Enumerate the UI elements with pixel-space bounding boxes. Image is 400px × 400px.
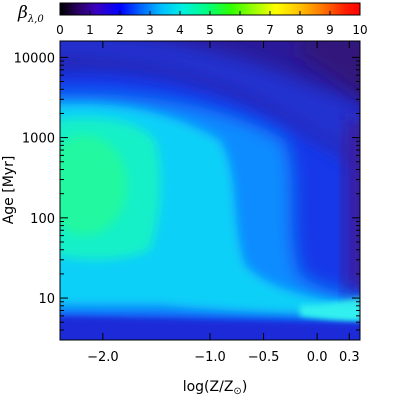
y-axis-label: Age [Myr]: [1, 156, 17, 225]
y-tick-label-2: 1000: [22, 132, 55, 147]
heatmap-region-corner: [300, 41, 360, 95]
colorbar-tick-label-10: 10: [352, 23, 367, 37]
colorbar-tick-label-2: 2: [116, 23, 124, 37]
heatmap-region-bottom: [60, 316, 360, 340]
x-axis-label-close: ): [242, 379, 247, 395]
heatmap: [60, 41, 360, 340]
plot-frame: −2.0 −1.0 −0.5 0.0 0.3 10 100 1000 10000: [14, 40, 361, 365]
y-tick-label-3: 10000: [14, 51, 55, 66]
colorbar-tick-label-4: 4: [176, 23, 184, 37]
x-axis-label: log(Z/Z⊙): [183, 379, 248, 397]
colorbar-tick-label-9: 9: [326, 23, 334, 37]
colorbar-title: βλ,0: [17, 3, 44, 25]
x-tick-label-3: 0.0: [307, 350, 328, 365]
x-axis-label-main: log(Z/Z: [183, 379, 234, 395]
x-tick-label-2: −0.5: [248, 350, 280, 365]
colorbar-tick-label-1: 1: [86, 23, 94, 37]
y-tick-label-1: 100: [30, 212, 55, 227]
colorbar-tick-label-3: 3: [146, 23, 154, 37]
heatmap-region-streak: [300, 296, 360, 322]
colorbar: 0 1 2 3 4 5 6 7 8 9 10 βλ,0: [17, 2, 368, 37]
heatmap-region-right: [345, 120, 360, 290]
x-tick-label-0: −2.0: [87, 350, 119, 365]
colorbar-tick-label-6: 6: [236, 23, 244, 37]
colorbar-title-main: β: [17, 3, 28, 23]
colorbar-tick-label-8: 8: [296, 23, 304, 37]
x-axis-ticks: −2.0 −1.0 −0.5 0.0 0.3: [87, 41, 360, 365]
x-tick-label-1: −1.0: [194, 350, 226, 365]
y-tick-label-0: 10: [38, 292, 55, 307]
colorbar-tick-label-7: 7: [266, 23, 274, 37]
heatmap-region-blue-upper: [60, 41, 360, 165]
heatmap-region-green: [60, 135, 127, 235]
y-axis-ticks: 10 100 1000 10000: [14, 51, 360, 341]
colorbar-tick-label-0: 0: [56, 23, 64, 37]
x-axis-label-sub: ⊙: [233, 386, 241, 397]
colorbar-ticks: 0 1 2 3 4 5 6 7 8 9 10: [56, 11, 368, 37]
x-tick-label-4: 0.3: [339, 350, 360, 365]
colorbar-tick-label-5: 5: [206, 23, 214, 37]
colorbar-title-sub: λ,0: [27, 14, 45, 25]
